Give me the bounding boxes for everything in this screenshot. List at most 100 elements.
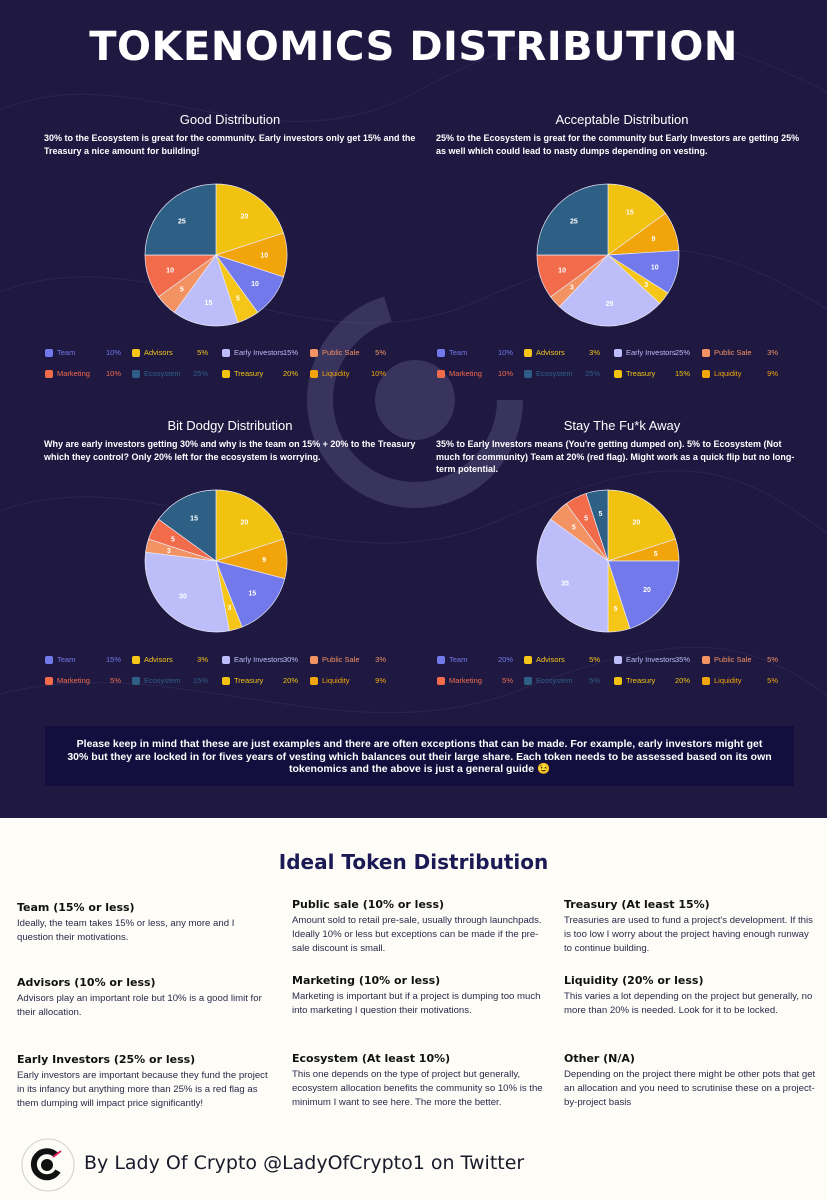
chart-description: 30% to the Ecosystem is great for the co… — [44, 133, 416, 156]
legend-label: Public Sale — [322, 348, 360, 357]
chart-panel-good: Good Distribution 30% to the Ecosystem i… — [40, 112, 420, 378]
legend-item-treasury: Treasury 20% — [222, 369, 308, 381]
legend-swatch — [222, 677, 230, 685]
legend-label: Liquidity — [714, 369, 742, 378]
legend-item-ecosystem: Ecosystem 5% — [524, 676, 610, 688]
legend-value: 35% — [674, 655, 690, 664]
legend-label: Treasury — [626, 369, 656, 378]
legend-label: Marketing — [57, 369, 90, 378]
chart-legend: Team 10% Advisors 3% Early Investors 25% Publi… — [432, 348, 812, 390]
legend-row: Team 10% Advisors 3% Early Investors 25% Publi… — [432, 348, 812, 369]
pie-slice-ecosystem — [585, 489, 609, 562]
legend-item-ecosystem: Ecosystem 15% — [132, 676, 218, 688]
legend-swatch — [437, 656, 445, 664]
guide-heading: Other (N/A) — [564, 1052, 635, 1065]
legend-value: 25% — [192, 369, 208, 378]
legend-label: Treasury — [234, 369, 264, 378]
legend-label: Treasury — [626, 676, 656, 685]
legend-value: 25% — [584, 369, 600, 378]
guide-heading: Liquidity (20% or less) — [564, 974, 704, 987]
slice-label-ecosystem: 25 — [570, 218, 578, 225]
legend-label: Advisors — [144, 348, 173, 357]
legend-swatch — [310, 656, 318, 664]
slice-label-early-investors: 35 — [561, 580, 569, 587]
legend-swatch — [614, 349, 622, 357]
guide-body: Treasuries are used to fund a project's … — [564, 915, 813, 954]
guide-item-ecosystem: Ecosystem (At least 10%) This one depend… — [292, 1052, 544, 1110]
legend-swatch — [45, 656, 53, 664]
legend-value: 5% — [767, 676, 778, 685]
slice-label-advisors: 3 — [228, 605, 232, 612]
legend-swatch — [132, 677, 140, 685]
legend-item-liquidity: Liquidity 9% — [310, 676, 396, 688]
legend-value: 20% — [282, 369, 298, 378]
author-credit: By Lady Of Crypto @LadyOfCrypto1 on Twit… — [84, 1152, 525, 1174]
legend-swatch — [614, 370, 622, 378]
chart-legend: Team 20% Advisors 5% Early Investors 35% Publi… — [432, 655, 812, 697]
pie-slice-treasury — [215, 489, 284, 562]
chart-panel-dodgy: Bit Dodgy Distribution Why are early inv… — [40, 418, 420, 685]
pie-slice-ecosystem — [536, 183, 609, 256]
legend-label: Early Investors — [234, 348, 284, 357]
legend-item-early-investors: Early Investors 35% — [614, 655, 700, 667]
guide-body: Advisors play an important role but 10% … — [17, 993, 262, 1018]
legend-value: 20% — [497, 655, 513, 664]
slice-label-advisors: 3 — [644, 282, 648, 289]
legend-label: Ecosystem — [536, 676, 573, 685]
slice-label-ecosystem: 15 — [190, 515, 198, 522]
legend-item-early-investors: Early Investors 15% — [222, 348, 308, 360]
legend-item-advisors: Advisors 5% — [132, 348, 218, 360]
guide-heading: Marketing (10% or less) — [292, 974, 441, 987]
legend-item-public-sale: Public Sale 5% — [310, 348, 396, 360]
slice-label-public-sale: 3 — [167, 548, 171, 555]
pie-slice-early-investors — [144, 551, 230, 633]
guide-heading: Team (15% or less) — [17, 901, 135, 914]
section-title: Ideal Token Distribution — [278, 850, 549, 874]
slice-label-early-investors: 25 — [606, 301, 614, 308]
guide-heading: Treasury (At least 15%) — [564, 898, 710, 911]
legend-label: Ecosystem — [144, 676, 181, 685]
legend-label: Team — [449, 348, 468, 357]
chart-legend: Team 10% Advisors 5% Early Investors 15% Publi… — [40, 348, 420, 390]
pie-slice-ecosystem — [158, 489, 217, 562]
legend-item-public-sale: Public Sale 3% — [310, 655, 396, 667]
chart-legend: Team 15% Advisors 3% Early Investors 30% Publi… — [40, 655, 420, 697]
legend-swatch — [614, 656, 622, 664]
legend-label: Advisors — [536, 655, 565, 664]
slice-label-treasury: 20 — [240, 213, 248, 220]
chart-description: 25% to the Ecosystem is great for the co… — [436, 133, 800, 156]
legend-swatch — [524, 677, 532, 685]
pie-slice-treasury — [607, 489, 676, 562]
legend-value: 5% — [197, 348, 208, 357]
chart-panel-stay-away: Stay The Fu*k Away 35% to Early Investor… — [432, 418, 812, 685]
pie-chart: 20 10 10 5 15 5 10 25 — [144, 183, 288, 327]
pie-chart: 20 5 20 5 35 5 5 5 — [536, 489, 680, 633]
pie-slice-team — [215, 560, 286, 628]
legend-item-team: Team 15% — [45, 655, 131, 667]
slice-label-team: 10 — [251, 281, 259, 288]
legend-label: Marketing — [57, 676, 90, 685]
pie-slice-ecosystem — [144, 183, 217, 256]
guide-body: This one depends on the type of project … — [292, 1069, 543, 1108]
legend-swatch — [45, 370, 53, 378]
legend-value: 5% — [375, 348, 386, 357]
legend-value: 9% — [767, 369, 778, 378]
legend-row: Team 10% Advisors 5% Early Investors 15% Publi… — [40, 348, 420, 369]
legend-swatch — [524, 370, 532, 378]
legend-swatch — [437, 677, 445, 685]
chart-title: Acceptable Distribution — [555, 112, 689, 127]
slice-label-liquidity: 9 — [651, 236, 655, 243]
slice-label-marketing: 10 — [558, 267, 566, 274]
pie-slice-early-investors — [558, 254, 661, 327]
legend-value: 10% — [497, 348, 513, 357]
legend-item-marketing: Marketing 10% — [45, 369, 131, 381]
legend-item-liquidity: Liquidity 10% — [310, 369, 396, 381]
guide-item-marketing: Marketing (10% or less) Marketing is imp… — [292, 974, 544, 1018]
legend-swatch — [222, 370, 230, 378]
legend-value: 25% — [674, 348, 690, 357]
legend-item-advisors: Advisors 3% — [524, 348, 610, 360]
legend-label: Early Investors — [626, 655, 676, 664]
legend-label: Team — [57, 655, 76, 664]
slice-label-treasury: 20 — [240, 519, 248, 526]
guide-heading: Early Investors (25% or less) — [17, 1053, 196, 1066]
